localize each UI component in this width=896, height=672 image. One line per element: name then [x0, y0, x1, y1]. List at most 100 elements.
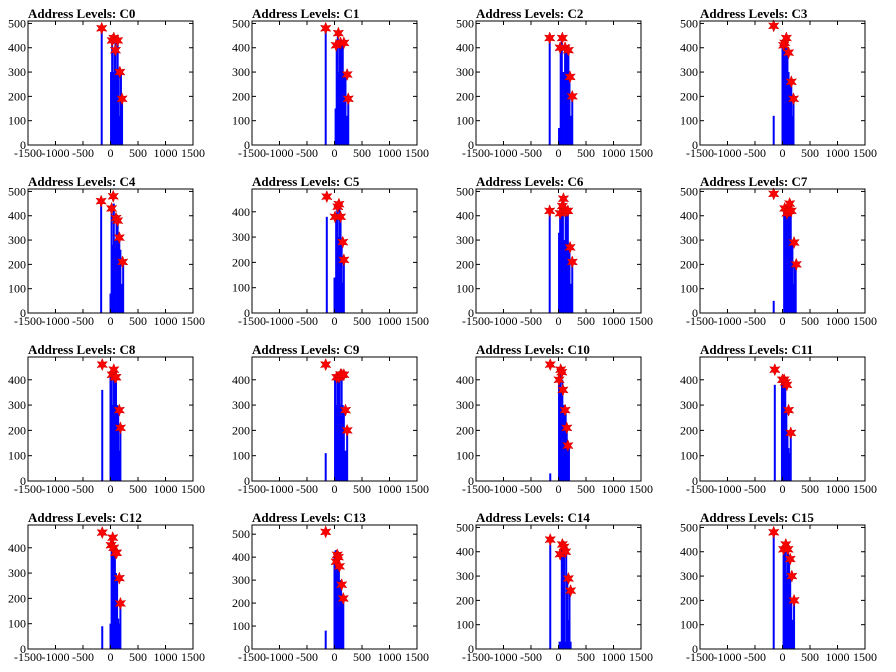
x-tick-label: -1500 [238, 146, 266, 160]
y-tick-label: 400 [232, 205, 250, 219]
x-tick-label: -1000 [490, 650, 518, 664]
x-tick-label: 1000 [602, 314, 626, 328]
y-tick-label: 200 [680, 257, 698, 271]
y-tick-label: 0 [244, 138, 250, 152]
y-tick-label: 200 [456, 257, 474, 271]
y-tick-label: 200 [232, 423, 250, 437]
bar [336, 554, 339, 649]
bar [335, 216, 338, 313]
x-tick-label: 1500 [405, 314, 429, 328]
peak-marker [785, 75, 798, 89]
peak-marker [562, 43, 575, 57]
y-tick-label: 500 [680, 184, 698, 198]
bar [115, 220, 118, 313]
y-tick-label: 500 [8, 184, 26, 198]
x-tick-label: -500 [744, 314, 766, 328]
bar [786, 52, 789, 145]
x-tick-label: -1500 [462, 146, 490, 160]
bar [785, 410, 788, 481]
peak-marker [784, 552, 796, 566]
bar [101, 626, 104, 649]
y-tick-label: 100 [8, 449, 26, 463]
x-tick-label: -500 [744, 650, 766, 664]
bar [112, 555, 115, 649]
y-tick-label: 300 [8, 398, 26, 412]
peak-marker [319, 21, 332, 35]
x-tick-label: 1000 [378, 314, 402, 328]
bar [786, 430, 789, 481]
y-tick-label: 200 [8, 257, 26, 271]
bar [568, 247, 571, 313]
x-tick-label: 1500 [629, 146, 653, 160]
bar [560, 546, 563, 649]
bar [793, 600, 796, 649]
chart-title: Address Levels: C11 [700, 342, 813, 357]
peak-marker [556, 31, 569, 45]
bar [100, 28, 103, 145]
y-tick-label: 200 [8, 591, 26, 605]
bar [324, 630, 327, 649]
bar [113, 552, 116, 649]
bar [787, 448, 790, 481]
x-tick-label: 0 [108, 482, 114, 496]
y-tick-label: 100 [456, 449, 474, 463]
subplot-c7: Address Levels: C7-1500 -1000 -500 0 500 1000… [680, 174, 877, 328]
x-tick-label: 0 [556, 650, 562, 664]
bar [790, 600, 793, 649]
y-tick-label: 0 [244, 474, 250, 488]
bar [789, 210, 792, 313]
bar [564, 210, 567, 313]
y-tick-label: 0 [692, 474, 698, 488]
x-tick-label: 500 [577, 146, 595, 160]
bar [347, 98, 350, 145]
peak-marker [782, 403, 795, 417]
y-tick-label: 100 [8, 617, 26, 631]
x-tick-label: -1000 [266, 482, 294, 496]
bar [335, 550, 338, 649]
bar [113, 47, 116, 145]
peak-marker [562, 438, 574, 453]
bar [116, 578, 119, 649]
peak-marker [564, 70, 576, 84]
x-tick-label: -1500 [462, 650, 490, 664]
bar [789, 432, 792, 481]
bar [788, 208, 791, 313]
bar [787, 203, 790, 313]
x-tick-label: -1000 [42, 146, 70, 160]
bar [783, 42, 786, 145]
chart-title: Address Levels: C13 [252, 510, 366, 525]
bar [344, 76, 347, 145]
y-tick-label: 500 [232, 527, 250, 541]
peak-marker [790, 257, 803, 272]
bar [784, 384, 787, 481]
y-tick-label: 0 [20, 474, 26, 488]
y-tick-label: 400 [680, 545, 698, 559]
bar [570, 115, 573, 145]
y-tick-label: 100 [8, 114, 26, 128]
bar [110, 210, 113, 313]
x-tick-label: -1500 [14, 650, 42, 664]
bar [785, 576, 788, 649]
y-tick-label: 400 [8, 41, 26, 55]
bar [791, 619, 794, 649]
bar [337, 72, 340, 145]
x-tick-label: 500 [353, 650, 371, 664]
bar [110, 372, 113, 481]
subplot-c3: Address Levels: C3-1500 -1000 -500 0 500 1000… [680, 6, 877, 160]
y-tick-label: 0 [20, 642, 26, 656]
y-tick-label: 300 [456, 65, 474, 79]
peak-marker [334, 36, 347, 50]
bar [558, 127, 561, 145]
y-tick-label: 400 [680, 209, 698, 223]
peak-marker [319, 525, 332, 539]
bar [559, 213, 562, 313]
y-tick-label: 100 [456, 114, 474, 128]
bar [549, 544, 552, 649]
peak-marker [787, 92, 800, 106]
y-tick-label: 200 [456, 89, 474, 103]
x-tick-label: 1000 [602, 146, 626, 160]
bar [119, 603, 122, 649]
bar [120, 283, 123, 313]
bar [563, 240, 566, 313]
bar [564, 47, 567, 145]
